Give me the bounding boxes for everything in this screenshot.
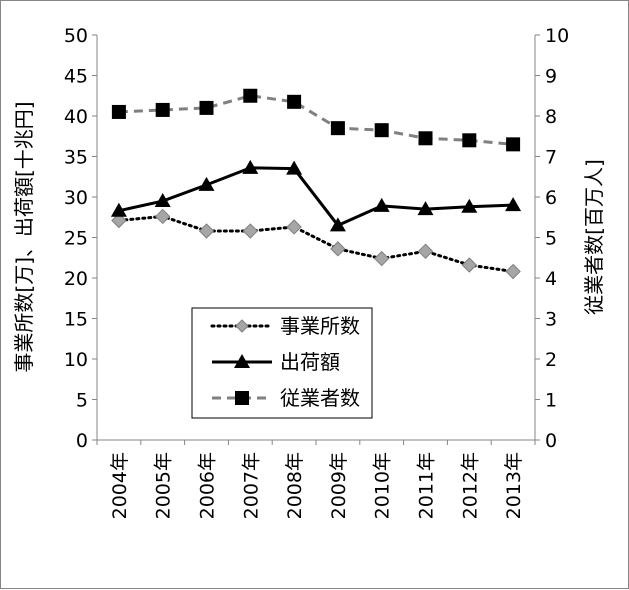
right-axis-tick-label: 2 <box>545 349 557 371</box>
x-axis-tick-label: 2006年 <box>197 452 219 519</box>
series-line <box>118 166 514 228</box>
data-point <box>330 241 346 257</box>
series-line <box>117 214 515 274</box>
left-axis-tick-label: 15 <box>64 309 88 331</box>
left-axis-tick-label: 45 <box>64 66 88 88</box>
data-point <box>329 217 346 232</box>
data-point <box>242 159 259 174</box>
right-axis-tick-label: 1 <box>545 390 557 412</box>
right-axis-tick-label: 4 <box>545 268 557 290</box>
left-axis-tick-label: 0 <box>76 430 88 452</box>
data-point <box>110 202 127 217</box>
data-point <box>418 131 433 146</box>
data-point <box>198 176 215 191</box>
data-point <box>154 193 171 208</box>
data-point <box>505 263 521 280</box>
data-point <box>505 197 522 212</box>
right-axis-tick-label: 8 <box>545 106 557 128</box>
left-axis-tick-label: 30 <box>64 187 88 209</box>
data-point <box>235 319 249 333</box>
left-axis-tick-label: 50 <box>64 25 88 47</box>
left-axis-title: 事業所数[万]、出荷額[十兆円] <box>12 101 36 372</box>
x-axis-tick-label: 2004年 <box>109 452 131 519</box>
left-axis-tick-label: 5 <box>76 390 88 412</box>
data-point <box>373 197 390 212</box>
data-point <box>234 354 250 368</box>
left-axis-tick-label: 10 <box>64 349 88 371</box>
data-point <box>199 100 214 115</box>
right-axis-tick-label: 5 <box>545 228 557 250</box>
data-point <box>417 201 434 216</box>
x-axis-tick-label: 2010年 <box>372 452 394 519</box>
x-axis-tick-label: 2012年 <box>459 452 481 519</box>
data-point <box>286 160 303 175</box>
legend-label: 従業者数 <box>280 386 360 410</box>
data-point <box>330 121 345 136</box>
data-point <box>373 250 390 267</box>
data-point <box>155 102 170 117</box>
legend-label: 事業所数 <box>280 314 360 338</box>
legend-label: 出荷額 <box>280 350 340 374</box>
right-axis-tick-label: 9 <box>545 66 557 88</box>
data-point <box>462 133 477 148</box>
series-line <box>118 94 514 146</box>
x-axis-tick-label: 2009年 <box>328 452 350 519</box>
x-axis-tick-label: 2005年 <box>153 452 175 519</box>
x-axis-tick-label: 2011年 <box>416 452 438 519</box>
right-axis-tick-label: 6 <box>545 187 557 209</box>
data-point <box>506 137 521 152</box>
x-axis-tick-label: 2013年 <box>503 452 525 519</box>
right-axis-tick-label: 0 <box>545 430 557 452</box>
left-axis-tick-label: 20 <box>64 268 88 290</box>
data-point <box>286 219 302 235</box>
data-point <box>111 212 127 229</box>
x-axis-tick-label: 2008年 <box>284 452 306 519</box>
right-axis-tick-label: 3 <box>545 309 557 331</box>
right-axis-tick-label: 7 <box>545 147 557 169</box>
left-axis-tick-label: 35 <box>64 147 88 169</box>
data-point <box>242 223 259 239</box>
data-point <box>374 123 389 138</box>
data-point <box>461 198 478 213</box>
left-axis-tick-label: 25 <box>64 228 88 250</box>
x-axis-tick-label: 2007年 <box>240 452 262 519</box>
data-point <box>287 94 302 109</box>
right-axis-tick-label: 10 <box>545 25 569 47</box>
data-point <box>235 391 249 405</box>
data-point <box>198 223 215 239</box>
data-point <box>154 208 171 225</box>
data-point <box>111 104 126 119</box>
data-point <box>461 257 478 273</box>
left-axis-tick-label: 40 <box>64 106 88 128</box>
data-point <box>243 88 258 103</box>
right-axis-title: 従業者数[百万人] <box>582 159 606 315</box>
data-point <box>417 243 434 259</box>
